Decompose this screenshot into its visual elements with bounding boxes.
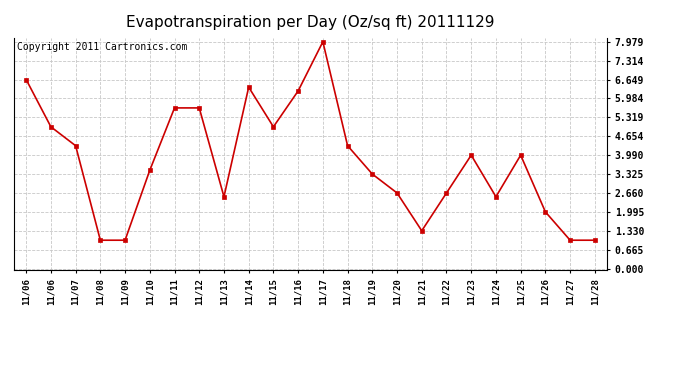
Text: Copyright 2011 Cartronics.com: Copyright 2011 Cartronics.com — [17, 42, 187, 52]
Text: Evapotranspiration per Day (Oz/sq ft) 20111129: Evapotranspiration per Day (Oz/sq ft) 20… — [126, 15, 495, 30]
